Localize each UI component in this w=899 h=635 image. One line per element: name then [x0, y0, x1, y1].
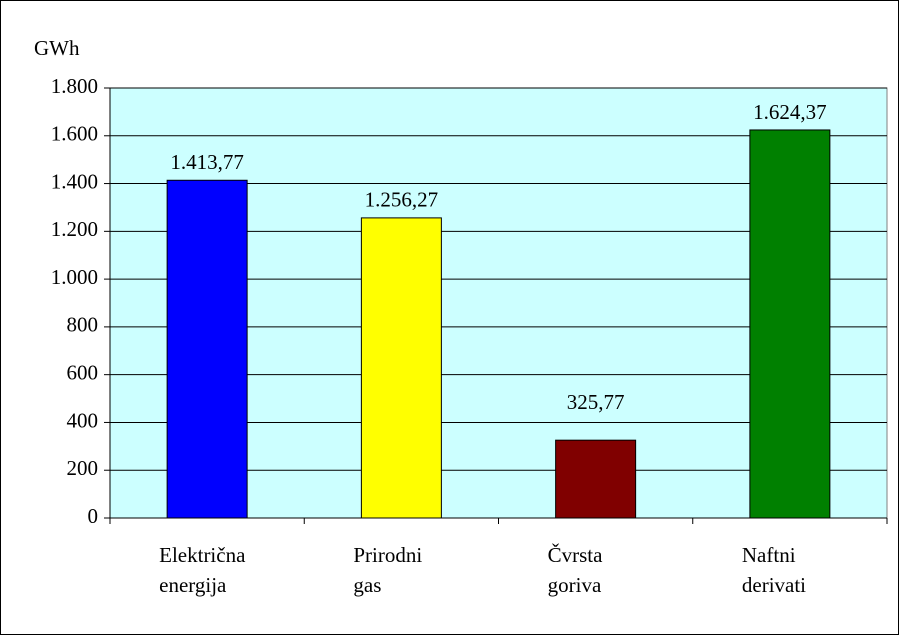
y-tick-label: 1.800 [51, 74, 98, 98]
x-tick-label: Čvrsta goriva [547, 543, 603, 597]
bar [166, 179, 248, 519]
data-label: 1.624,37 [753, 100, 827, 124]
bar [360, 217, 442, 519]
data-label: 1.413,77 [170, 150, 244, 174]
x-tick-label: Električna energija [159, 543, 246, 597]
bar [555, 439, 637, 519]
y-tick-label: 200 [67, 456, 99, 480]
y-tick-label: 1.200 [51, 217, 98, 241]
y-tick-label: 1.400 [51, 169, 98, 193]
x-tick-label: Naftni derivati [741, 543, 807, 597]
y-axis-label: GWh [34, 36, 80, 60]
y-tick-label: 600 [67, 360, 99, 384]
bar [749, 129, 831, 519]
y-tick-label: 1.000 [51, 265, 98, 289]
y-tick-label: 0 [88, 504, 99, 528]
data-label: 325,77 [567, 390, 625, 414]
y-tick-label: 1.600 [51, 122, 98, 146]
y-tick-label: 400 [67, 408, 99, 432]
y-tick-label: 800 [67, 313, 99, 337]
data-label: 1.256,27 [365, 188, 439, 212]
x-tick-label: Prirodni gas [353, 543, 423, 597]
